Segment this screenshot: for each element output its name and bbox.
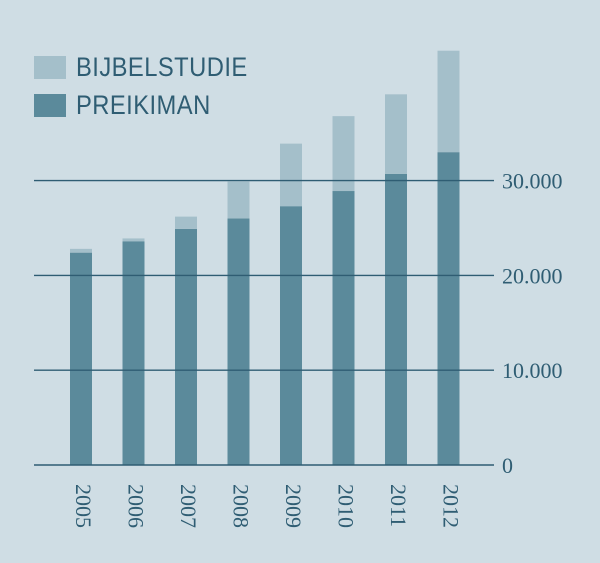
- x-tick-label-2012: 2012: [438, 484, 463, 528]
- bar-bijbelstudie-2007: [175, 216, 197, 229]
- y-tick-label: 0: [502, 453, 513, 478]
- bar-bijbelstudie-2010: [332, 116, 355, 192]
- gridlines: [34, 179, 494, 466]
- bar-bijbelstudie-2012: [437, 50, 460, 153]
- bar-bijbelstudie-2006: [122, 238, 145, 242]
- bar-preikiman-2006: [122, 241, 145, 465]
- y-tick-labels: 0 10.000 20.000 30.000: [502, 169, 563, 478]
- bar-preikiman-2008: [227, 218, 250, 465]
- bar-preikiman-2010: [332, 191, 355, 465]
- bar-bijbelstudie-2008: [227, 181, 250, 219]
- bar-bijbelstudie-2009: [280, 143, 302, 207]
- legend-item-bijbelstudie: BIJBELSTUDIE: [34, 48, 271, 86]
- x-tick-label-2008: 2008: [228, 484, 253, 528]
- x-tick-label-2005: 2005: [71, 484, 96, 528]
- bar-bijbelstudie-2011: [385, 94, 407, 174]
- y-tick-label: 20.000: [502, 263, 563, 288]
- legend-item-preikiman: PREIKIMAN: [34, 86, 271, 124]
- legend-swatch-bijbelstudie: [34, 55, 66, 79]
- bar-preikiman-2005: [70, 252, 92, 465]
- x-tick-label-2006: 2006: [123, 484, 148, 528]
- bar-preikiman-2012: [437, 152, 460, 465]
- bar-preikiman-2007: [175, 228, 197, 465]
- bars-layer: [70, 50, 460, 466]
- bar-preikiman-2011: [385, 173, 407, 466]
- bar-bijbelstudie-2005: [70, 248, 92, 253]
- legend: BIJBELSTUDIE PREIKIMAN: [34, 48, 271, 124]
- legend-label-bijbelstudie: BIJBELSTUDIE: [76, 51, 248, 82]
- bar-preikiman-2009: [280, 206, 302, 466]
- y-tick-label: 30.000: [502, 169, 563, 194]
- x-tick-label-2007: 2007: [176, 484, 201, 528]
- legend-swatch-preikiman: [34, 93, 66, 117]
- x-tick-label-2010: 2010: [333, 484, 358, 528]
- x-tick-label-2009: 2009: [281, 484, 306, 528]
- y-tick-label: 10.000: [502, 358, 563, 383]
- x-tick-label-2011: 2011: [386, 484, 411, 527]
- x-tick-labels: 2005 2006 2007 2008 2009 2010 2011 2012: [71, 484, 464, 528]
- legend-label-preikiman: PREIKIMAN: [76, 89, 211, 120]
